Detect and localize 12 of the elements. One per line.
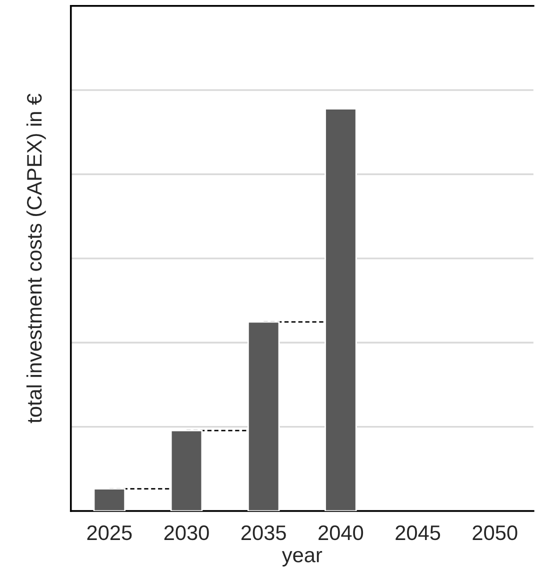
x-axis-title: year	[282, 550, 322, 566]
bar	[324, 108, 357, 511]
x-tick-label: 2050	[472, 525, 518, 540]
bar	[247, 321, 280, 511]
bar	[93, 488, 126, 511]
bar	[170, 430, 203, 511]
y-axis-title: total investment costs (CAPEX) in €	[26, 94, 46, 424]
x-tick-label: 2040	[318, 525, 364, 540]
x-tick-label: 2030	[164, 525, 209, 540]
x-tick-label: 2035	[241, 525, 286, 540]
x-tick-label: 2025	[87, 525, 132, 540]
x-tick-label: 2045	[396, 525, 440, 540]
